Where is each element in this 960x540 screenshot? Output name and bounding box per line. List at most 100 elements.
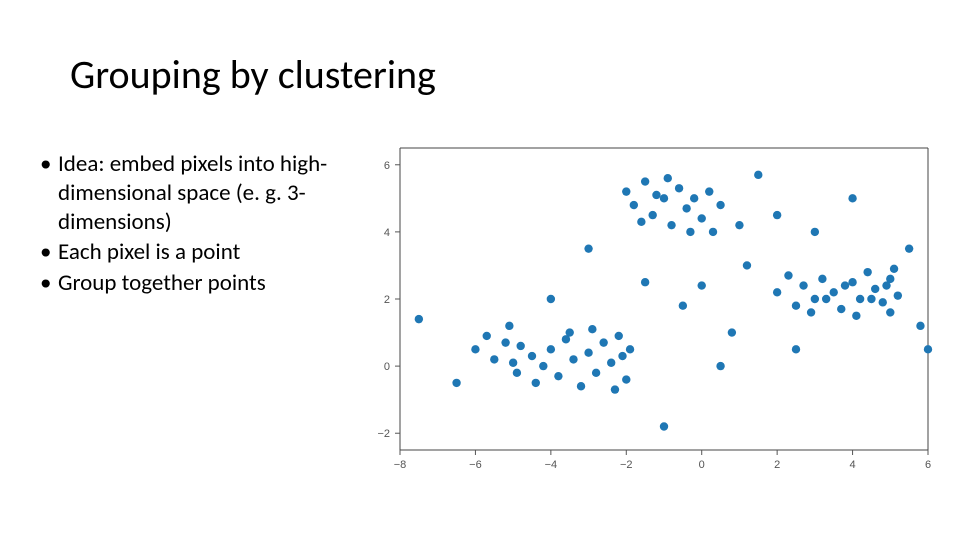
bullet-item: Idea: embed pixels into high-dimensional… — [40, 150, 350, 236]
scatter-point — [513, 369, 521, 377]
scatter-point — [675, 184, 683, 192]
scatter-point — [867, 295, 875, 303]
scatter-point — [784, 271, 792, 279]
scatter-point — [830, 288, 838, 296]
scatter-point — [569, 355, 577, 363]
scatter-point — [799, 281, 807, 289]
scatter-point — [415, 315, 423, 323]
scatter-point — [539, 362, 547, 370]
bullet-item: Each pixel is a point — [40, 238, 350, 267]
scatter-point — [698, 281, 706, 289]
scatter-point — [886, 308, 894, 316]
bullet-item: Group together points — [40, 269, 350, 298]
scatter-point — [584, 244, 592, 252]
scatter-point — [848, 278, 856, 286]
y-tick-label: 2 — [384, 294, 390, 306]
scatter-point — [856, 295, 864, 303]
scatter-point — [547, 295, 555, 303]
scatter-point — [607, 359, 615, 367]
scatter-point — [592, 369, 600, 377]
scatter-point — [532, 379, 540, 387]
scatter-point — [615, 332, 623, 340]
scatter-point — [811, 295, 819, 303]
scatter-point — [822, 295, 830, 303]
scatter-point — [516, 342, 524, 350]
scatter-point — [547, 345, 555, 353]
y-tick-label: 0 — [384, 361, 390, 373]
scatter-point — [863, 268, 871, 276]
x-tick-label: 0 — [699, 459, 705, 471]
scatter-point — [682, 204, 690, 212]
scatter-point — [490, 355, 498, 363]
scatter-point — [924, 345, 932, 353]
scatter-point — [652, 191, 660, 199]
scatter-point — [716, 201, 724, 209]
scatter-point — [630, 201, 638, 209]
scatter-point — [648, 211, 656, 219]
scatter-point — [716, 362, 724, 370]
scatter-point — [637, 218, 645, 226]
scatter-point — [660, 194, 668, 202]
scatter-point — [792, 302, 800, 310]
scatter-point — [882, 281, 890, 289]
x-tick-label: 4 — [850, 459, 856, 471]
scatter-point — [626, 345, 634, 353]
scatter-point — [660, 422, 668, 430]
scatter-point — [528, 352, 536, 360]
scatter-point — [735, 221, 743, 229]
scatter-point — [890, 265, 898, 273]
scatter-point — [773, 211, 781, 219]
scatter-point — [743, 261, 751, 269]
scatter-point — [879, 298, 887, 306]
scatter-point — [471, 345, 479, 353]
scatter-point — [871, 285, 879, 293]
scatter-point — [811, 228, 819, 236]
scatter-point — [577, 382, 585, 390]
scatter-point — [622, 375, 630, 383]
scatter-point — [728, 328, 736, 336]
scatter-point — [852, 312, 860, 320]
x-tick-label: 2 — [774, 459, 780, 471]
slide-title: Grouping by clustering — [70, 50, 436, 99]
y-tick-label: 6 — [384, 160, 390, 172]
scatter-chart: −8 −6 −4 −2 0 2 4 6 −2 0 2 4 6 — [360, 140, 940, 480]
y-tick-label: −2 — [377, 428, 390, 440]
scatter-point — [679, 302, 687, 310]
scatter-point — [848, 194, 856, 202]
scatter-point — [509, 359, 517, 367]
scatter-point — [641, 278, 649, 286]
scatter-point — [641, 177, 649, 185]
bullet-list: Idea: embed pixels into high-dimensional… — [40, 150, 350, 300]
scatter-point — [837, 305, 845, 313]
scatter-point — [618, 352, 626, 360]
scatter-point — [554, 372, 562, 380]
scatter-point — [894, 291, 902, 299]
scatter-point — [566, 328, 574, 336]
scatter-point — [792, 345, 800, 353]
scatter-point — [622, 187, 630, 195]
scatter-point — [698, 214, 706, 222]
scatter-point — [807, 308, 815, 316]
x-tick-label: −2 — [620, 459, 633, 471]
scatter-point — [664, 174, 672, 182]
scatter-point — [705, 187, 713, 195]
x-tick-label: −4 — [545, 459, 558, 471]
scatter-point — [841, 281, 849, 289]
scatter-point — [916, 322, 924, 330]
scatter-point — [611, 385, 619, 393]
scatter-point — [709, 228, 717, 236]
scatter-point — [599, 338, 607, 346]
scatter-point — [690, 194, 698, 202]
scatter-point — [505, 322, 513, 330]
scatter-point — [483, 332, 491, 340]
scatter-point — [667, 221, 675, 229]
scatter-point — [773, 288, 781, 296]
scatter-point — [818, 275, 826, 283]
scatter-point — [584, 348, 592, 356]
scatter-point — [588, 325, 596, 333]
scatter-point — [452, 379, 460, 387]
x-tick-label: −6 — [469, 459, 482, 471]
x-tick-label: 6 — [925, 459, 931, 471]
x-tick-label: −8 — [394, 459, 407, 471]
y-tick-label: 4 — [384, 227, 390, 239]
